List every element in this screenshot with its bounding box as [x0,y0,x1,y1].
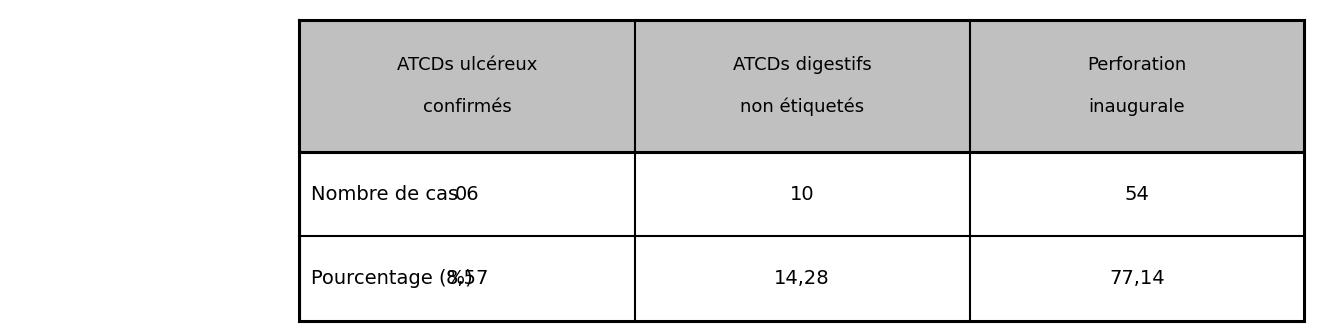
Bar [301,236,636,321]
Text: ATCDs digestifs

non étiquetés: ATCDs digestifs non étiquetés [732,56,871,116]
Bar [636,236,969,321]
Bar [969,152,1304,236]
Bar [636,20,969,152]
Bar [636,152,969,236]
Text: 8,57: 8,57 [446,269,490,288]
Text: 54: 54 [1124,185,1149,204]
Text: Pourcentage (%): Pourcentage (%) [311,269,473,288]
Text: 10: 10 [790,185,814,204]
Bar [301,20,636,152]
Bar [969,236,1304,321]
Bar [301,152,636,236]
Text: Perforation

inaugurale: Perforation inaugurale [1087,56,1186,116]
Text: Nombre de cas: Nombre de cas [311,185,458,204]
Text: 06: 06 [455,185,479,204]
Text: 77,14: 77,14 [1110,269,1165,288]
Bar [969,20,1304,152]
Bar [299,20,1304,321]
Text: 14,28: 14,28 [775,269,830,288]
Text: ATCDs ulcéreux

confirmés: ATCDs ulcéreux confirmés [397,56,538,116]
